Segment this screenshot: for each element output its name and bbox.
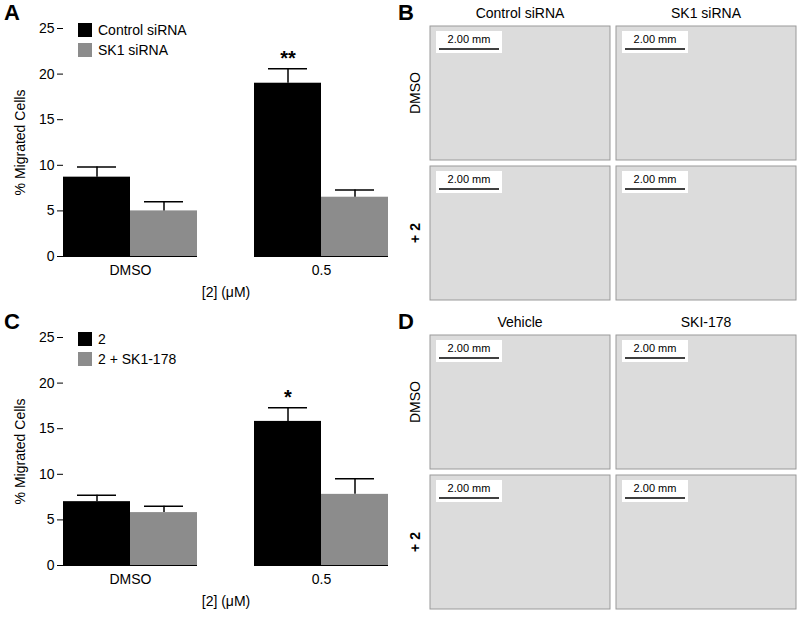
svg-text:25: 25: [39, 20, 55, 36]
html-text:D: D: [398, 309, 414, 334]
svg-text:20: 20: [39, 66, 55, 82]
svg-text:5: 5: [47, 202, 55, 218]
svg-text:2.00 mm: 2.00 mm: [448, 33, 491, 45]
svg-text:Vehicle: Vehicle: [497, 314, 542, 330]
svg-text:*: *: [284, 386, 292, 408]
svg-text:25: 25: [39, 329, 55, 345]
svg-text:2.00 mm: 2.00 mm: [448, 482, 491, 494]
svg-text:DMSO: DMSO: [110, 262, 152, 278]
svg-text:0: 0: [47, 557, 55, 573]
svg-text:% Migrated Cells: % Migrated Cells: [12, 90, 28, 196]
html-text:SK1 siRNA: SK1 siRNA: [98, 42, 168, 58]
svg-text:15: 15: [39, 111, 55, 127]
svg-text:[2] (μM): [2] (μM): [202, 284, 251, 300]
svg-text:DMSO: DMSO: [407, 72, 423, 114]
svg-text:2.00 mm: 2.00 mm: [634, 33, 677, 45]
html-text:2: 2: [98, 331, 106, 347]
svg-text:DMSO: DMSO: [110, 571, 152, 587]
svg-text:2.00 mm: 2.00 mm: [448, 173, 491, 185]
svg-text:% Migrated Cells: % Migrated Cells: [12, 399, 28, 505]
svg-text:0.5: 0.5: [312, 262, 332, 278]
html-text:Control siRNA: Control siRNA: [98, 22, 187, 38]
svg-text:2.00 mm: 2.00 mm: [448, 342, 491, 354]
svg-text:2.00 mm: 2.00 mm: [634, 482, 677, 494]
svg-text:2.00 mm: 2.00 mm: [634, 342, 677, 354]
svg-text:SK1 siRNA: SK1 siRNA: [671, 5, 742, 21]
svg-text:0: 0: [47, 248, 55, 264]
svg-text:2.00 mm: 2.00 mm: [634, 173, 677, 185]
html-text:C: C: [4, 309, 20, 334]
svg-text:**: **: [280, 47, 296, 69]
svg-text:DMSO: DMSO: [407, 381, 423, 423]
html-text:B: B: [398, 0, 414, 25]
svg-text:0.5: 0.5: [312, 571, 332, 587]
html-text:2 + SK1-178: 2 + SK1-178: [98, 351, 177, 367]
svg-text:Control siRNA: Control siRNA: [476, 5, 565, 21]
svg-text:5: 5: [47, 511, 55, 527]
svg-text:10: 10: [39, 466, 55, 482]
svg-text:15: 15: [39, 420, 55, 436]
svg-text:+ 2: + 2: [407, 532, 423, 552]
svg-text:[2] (μM): [2] (μM): [202, 593, 251, 609]
svg-text:10: 10: [39, 157, 55, 173]
svg-text:20: 20: [39, 375, 55, 391]
svg-text:+ 2: + 2: [407, 223, 423, 243]
svg-text:SKI-178: SKI-178: [681, 314, 732, 330]
html-text:A: A: [4, 0, 20, 25]
